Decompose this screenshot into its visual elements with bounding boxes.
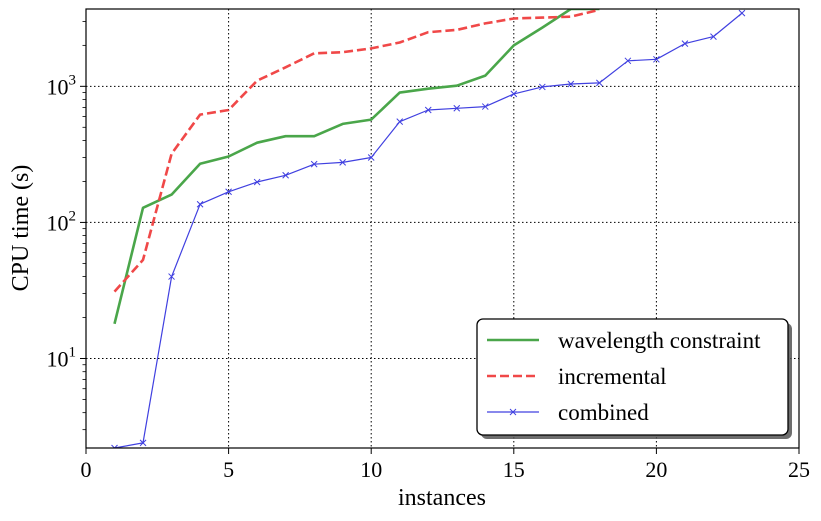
legend: wavelength constraint incremental combined: [476, 318, 792, 439]
x-tick-label: 5: [223, 457, 234, 482]
data-point-marker: [624, 57, 632, 65]
data-point-marker: [510, 90, 518, 98]
data-point-marker: [424, 106, 432, 114]
series-lines: [111, 9, 746, 448]
y-tick-label: 101: [47, 345, 77, 372]
data-point-marker: [339, 159, 347, 166]
data-point-marker: [481, 103, 489, 110]
data-point-marker: [396, 118, 404, 126]
series-line-wavelength-constraint: [113, 9, 600, 325]
legend-box: [476, 318, 789, 436]
data-point-marker: [653, 55, 660, 63]
data-point-marker: [367, 154, 375, 161]
x-tick-label: 20: [645, 457, 667, 482]
x-tick-label: 10: [360, 457, 382, 482]
data-point-marker: [681, 40, 689, 47]
data-point-marker: [168, 273, 175, 280]
legend-label: wavelength constraint: [558, 328, 761, 353]
x-tick-label: 0: [81, 457, 92, 482]
data-point-marker: [139, 439, 147, 447]
y-tick-label: 102: [47, 208, 77, 235]
data-point-marker: [196, 200, 204, 208]
legend-label: combined: [558, 400, 649, 425]
x-axis-label: instances: [398, 485, 486, 511]
data-point-marker: [538, 83, 546, 91]
y-tick-label: 103: [47, 72, 77, 99]
legend-marker: [509, 408, 517, 416]
y-axis-label: CPU time (s): [8, 165, 34, 292]
data-point-marker: [738, 9, 746, 17]
data-point-marker: [111, 444, 118, 448]
data-point-marker: [596, 79, 603, 87]
data-point-marker: [710, 33, 717, 40]
series-line-incremental: [113, 9, 600, 293]
data-point-marker: [225, 188, 232, 196]
legend-label: incremental: [558, 364, 667, 389]
data-point-marker: [310, 160, 318, 168]
x-tick-label: 25: [788, 457, 810, 482]
axis-ticks: 0 5 10 15 20 25 101 102 103: [47, 20, 810, 482]
data-point-marker: [567, 80, 575, 88]
data-point-marker: [282, 171, 289, 179]
data-point-marker: [253, 178, 261, 186]
data-point-marker: [453, 104, 461, 112]
x-tick-label: 15: [503, 457, 525, 482]
